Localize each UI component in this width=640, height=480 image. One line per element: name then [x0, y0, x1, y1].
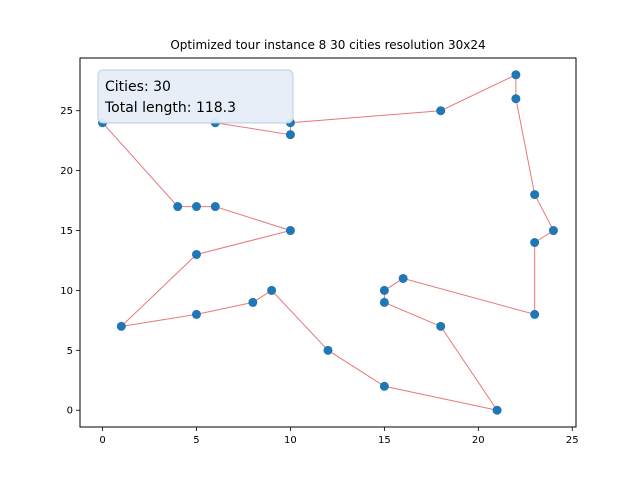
city-point — [379, 285, 389, 295]
city-point — [248, 297, 258, 307]
y-tick-label: 20 — [60, 166, 73, 177]
city-point — [210, 202, 220, 212]
city-point — [285, 226, 295, 236]
city-point — [191, 309, 201, 319]
x-tick-label: 20 — [472, 435, 485, 446]
x-tick-label: 25 — [566, 435, 579, 446]
city-point — [511, 94, 521, 104]
x-tick-label: 15 — [378, 435, 391, 446]
plot-frame — [79, 57, 577, 428]
x-tick-label: 0 — [99, 435, 105, 446]
x-tick-label: 10 — [284, 435, 297, 446]
city-point — [436, 106, 446, 116]
y-tick-label: 10 — [60, 286, 73, 297]
city-point — [285, 130, 295, 140]
city-point — [398, 273, 408, 283]
axes: 0 5 10 15 20 25 0 5 10 15 20 25 — [60, 106, 578, 446]
city-point — [548, 226, 558, 236]
info-box-background — [97, 69, 294, 124]
city-point — [530, 190, 540, 200]
city-point — [116, 321, 126, 331]
city-point — [173, 202, 183, 212]
city-point — [323, 345, 333, 355]
tour-path — [102, 74, 555, 411]
y-tick-label: 5 — [67, 346, 73, 357]
city-point — [530, 238, 540, 247]
city-point — [191, 202, 201, 212]
cities-count-label: Cities: 30 — [105, 79, 171, 95]
x-tick-label: 5 — [193, 435, 199, 446]
city-point — [436, 321, 446, 331]
y-tick-label: 0 — [67, 406, 73, 417]
city-point — [511, 70, 521, 80]
y-tick-label: 15 — [60, 226, 73, 237]
y-tick-label: 25 — [60, 106, 73, 117]
city-point — [379, 381, 389, 391]
city-point — [492, 405, 502, 415]
info-box: Cities: 30 Total length: 118.3 — [97, 69, 294, 124]
plot-area — [98, 70, 558, 415]
city-point — [530, 309, 540, 319]
total-length-label: Total length: 118.3 — [104, 100, 236, 116]
city-point — [379, 297, 389, 307]
chart-title: Optimized tour instance 8 30 cities reso… — [170, 38, 485, 52]
city-point — [191, 249, 201, 259]
city-point — [267, 285, 277, 295]
